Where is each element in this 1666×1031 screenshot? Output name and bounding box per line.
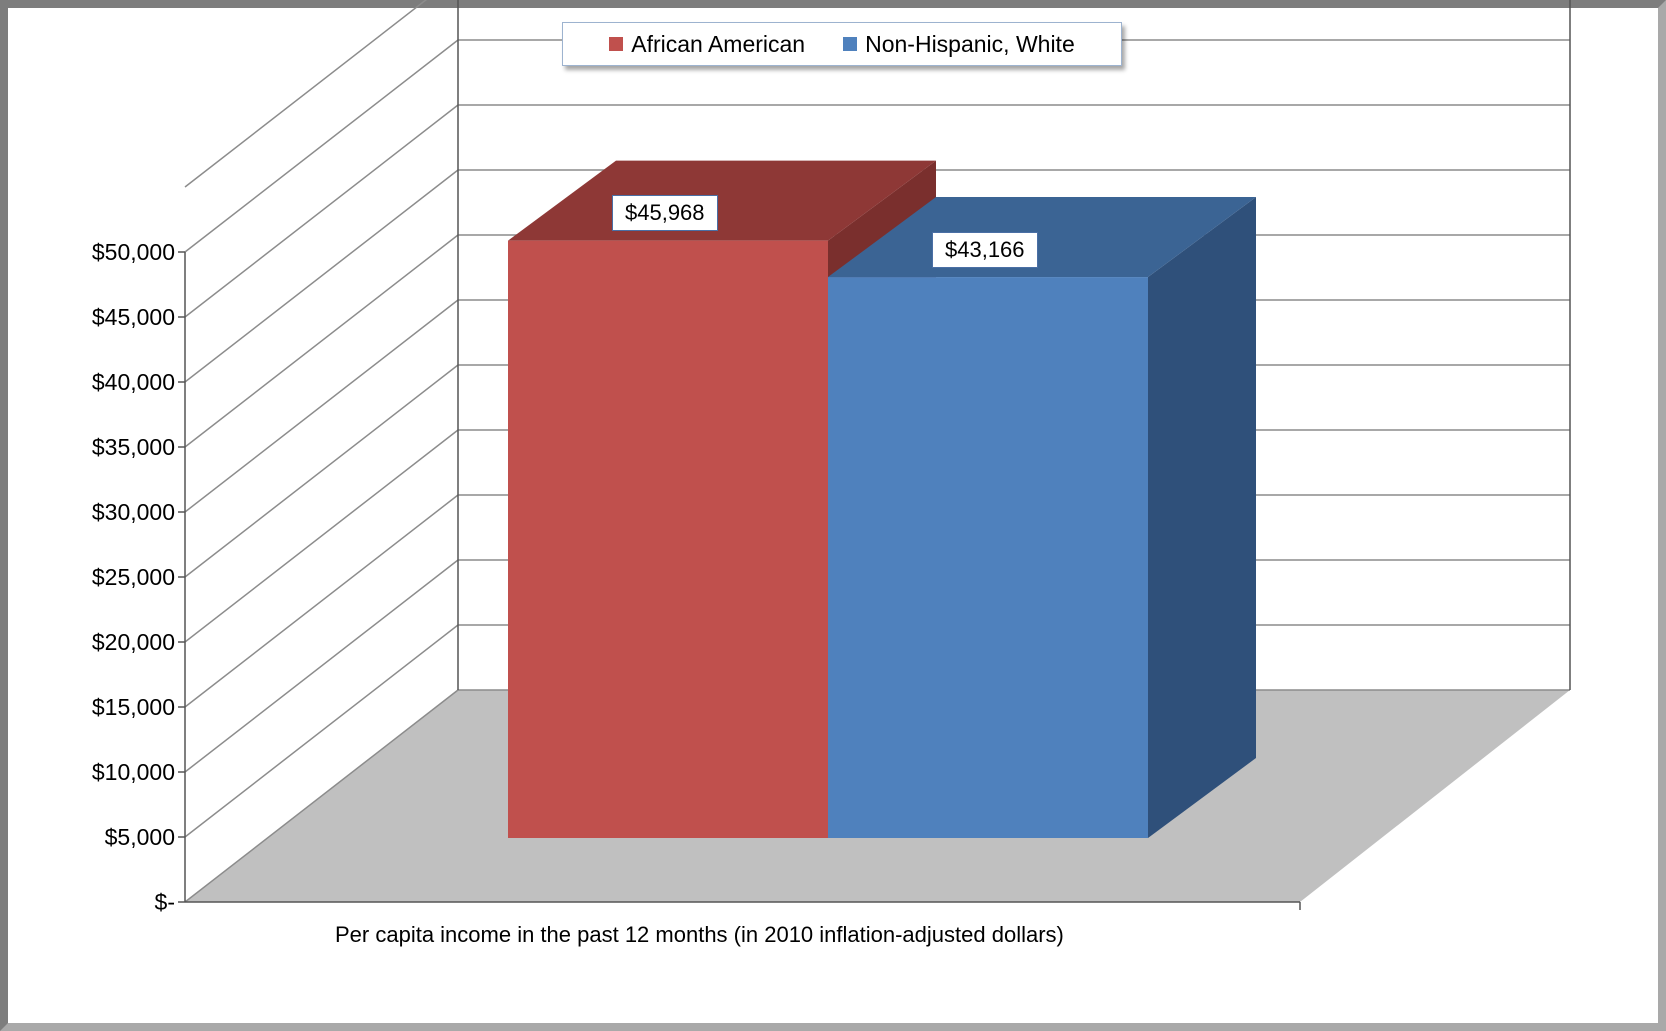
y-tick-label: $45,000 [92, 304, 175, 330]
data-label-african-american: $45,968 [612, 195, 718, 231]
gridline-side [184, 299, 459, 513]
bar-side-non-hispanic-white [1148, 197, 1256, 838]
bar-non-hispanic-white [828, 277, 1148, 838]
y-tick-label: $10,000 [92, 759, 175, 785]
legend: African American Non-Hispanic, White [562, 22, 1122, 66]
y-tick-label: $15,000 [92, 694, 175, 720]
legend-swatch-non-hispanic-white [843, 37, 858, 51]
legend-label-non-hispanic-white: Non-Hispanic, White [865, 30, 1075, 57]
gridline-side [184, 39, 459, 253]
gridline-side [184, 494, 459, 708]
y-tick-label: $- [155, 889, 175, 915]
legend-item-african-american: African American [609, 31, 805, 58]
y-tick-label: $5,000 [105, 824, 175, 850]
y-tick-label: $25,000 [92, 564, 175, 590]
bar-african-american [508, 240, 828, 838]
gridline-side [184, 364, 459, 578]
y-tick-label: $35,000 [92, 434, 175, 460]
gridline-side [184, 559, 459, 773]
legend-label-african-american: African American [631, 30, 806, 57]
gridline-side [184, 689, 459, 903]
gridline-side [184, 624, 459, 838]
legend-item-non-hispanic-white: Non-Hispanic, White [843, 31, 1075, 58]
y-tick-label: $50,000 [92, 239, 175, 265]
y-tick-label: $30,000 [92, 499, 175, 525]
y-tick-label: $40,000 [92, 369, 175, 395]
gridline-side [184, 234, 459, 448]
gridline-side [184, 0, 428, 188]
x-axis-category-label: Per capita income in the past 12 months … [335, 922, 1064, 947]
gridline-side [184, 104, 459, 318]
gridline-side [184, 169, 459, 383]
gridline-side [184, 429, 459, 643]
y-tick-label: $20,000 [92, 629, 175, 655]
legend-swatch-african-american [609, 37, 624, 51]
data-label-non-hispanic-white: $43,166 [932, 232, 1038, 268]
